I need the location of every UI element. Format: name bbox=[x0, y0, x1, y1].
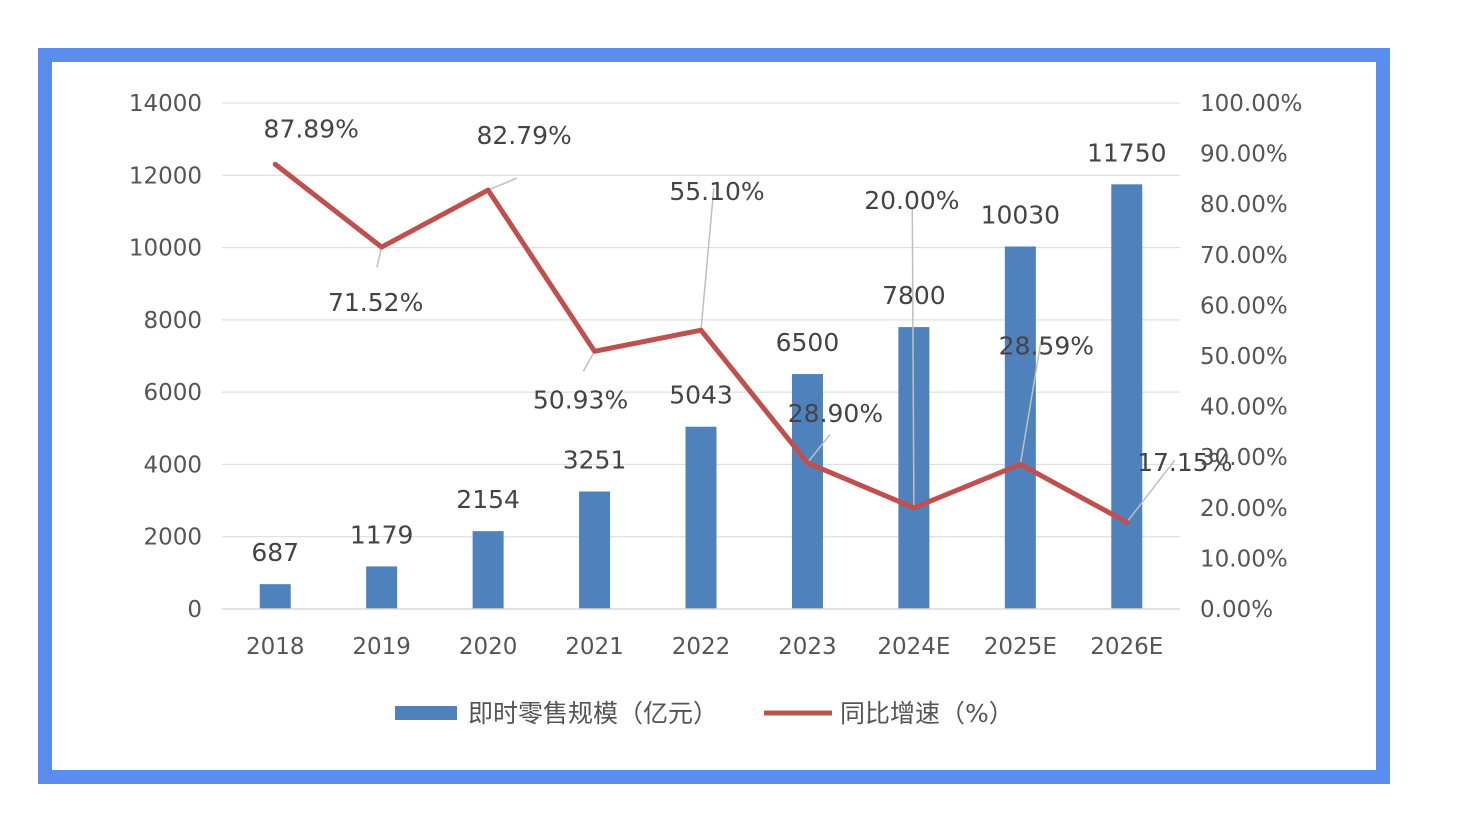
line-data-label: 55.10% bbox=[669, 177, 764, 206]
bar-data-label: 687 bbox=[251, 538, 299, 567]
bar-data-label: 11750 bbox=[1087, 138, 1167, 167]
bar bbox=[685, 426, 717, 609]
leader-line bbox=[376, 246, 383, 268]
y-left-tick-label: 8000 bbox=[143, 308, 202, 334]
bar bbox=[472, 531, 504, 609]
y-left-tick-label: 2000 bbox=[143, 525, 202, 551]
leader-line bbox=[582, 350, 596, 372]
line-point bbox=[912, 506, 915, 509]
line-point bbox=[593, 350, 596, 353]
data-labels: 687 1179 2154 3251 5043 6500 7800 10030 11750 87.… bbox=[251, 114, 1232, 567]
line-data-label: 28.90% bbox=[788, 399, 883, 428]
x-tick-label: 2024E bbox=[877, 634, 950, 660]
legend-label-line: 同比增速（%） bbox=[840, 699, 1014, 728]
line-point bbox=[487, 189, 490, 192]
bar bbox=[1004, 246, 1036, 610]
line-data-label: 71.52% bbox=[328, 288, 423, 317]
y-right-tick-label: 10.00% bbox=[1200, 546, 1288, 572]
x-tick-label: 2022 bbox=[672, 634, 731, 660]
y-right-tick-label: 0.00% bbox=[1200, 597, 1273, 623]
y-right-tick-label: 50.00% bbox=[1200, 344, 1288, 370]
y-right-tick-label: 90.00% bbox=[1200, 142, 1288, 168]
bar-data-label: 10030 bbox=[981, 200, 1061, 229]
bar-data-label: 2154 bbox=[456, 485, 520, 514]
x-tick-label: 2025E bbox=[984, 634, 1057, 660]
bar-data-label: 5043 bbox=[669, 381, 733, 410]
x-tick-label: 2023 bbox=[778, 634, 837, 660]
y-left-tick-label: 0 bbox=[187, 597, 202, 623]
line-data-label: 17.15% bbox=[1137, 448, 1232, 477]
y-left-tick-label: 6000 bbox=[143, 380, 202, 406]
bar bbox=[1111, 184, 1143, 610]
y-right-tick-label: 60.00% bbox=[1200, 293, 1288, 319]
legend-label-bar: 即时零售规模（亿元） bbox=[468, 699, 718, 728]
legend: 即时零售规模（亿元） 同比增速（%） bbox=[395, 699, 1014, 728]
y-right-tick-label: 40.00% bbox=[1200, 395, 1288, 421]
x-tick-label: 2026E bbox=[1090, 634, 1163, 660]
chart-paper bbox=[52, 62, 1376, 770]
axes: 0 2000 4000 6000 8000 10000 12000 14000 0.00% 10.… bbox=[129, 91, 1303, 660]
bar-data-label: 3251 bbox=[563, 445, 627, 474]
line-series bbox=[272, 161, 1130, 525]
leader-line bbox=[806, 434, 831, 464]
line-data-label: 50.93% bbox=[533, 385, 628, 414]
x-tick-label: 2020 bbox=[459, 634, 518, 660]
bar-series bbox=[259, 184, 1143, 610]
leader-line bbox=[911, 207, 915, 508]
bar-data-label: 1179 bbox=[350, 520, 414, 549]
line-point bbox=[274, 163, 277, 166]
bar bbox=[791, 374, 823, 609]
bar-data-label: 7800 bbox=[882, 281, 946, 310]
leader-line bbox=[700, 188, 715, 331]
line-point bbox=[806, 461, 809, 464]
bar bbox=[366, 566, 398, 609]
y-right-tick-label: 70.00% bbox=[1200, 243, 1288, 269]
y-right-tick-label: 80.00% bbox=[1200, 192, 1288, 218]
line-data-label: 28.59% bbox=[999, 331, 1094, 360]
y-left-tick-label: 12000 bbox=[129, 163, 202, 189]
leader-line bbox=[1019, 340, 1042, 465]
y-left-tick-label: 14000 bbox=[129, 91, 202, 117]
line-data-label: 87.89% bbox=[264, 114, 359, 143]
bar bbox=[259, 584, 291, 609]
y-right-tick-label: 100.00% bbox=[1200, 91, 1302, 117]
y-right-tick-label: 30.00% bbox=[1200, 445, 1288, 471]
y-left-tick-label: 10000 bbox=[129, 236, 202, 262]
label-leader-lines bbox=[376, 177, 1176, 523]
y-left-tick-label: 4000 bbox=[143, 452, 202, 478]
x-tick-label: 2019 bbox=[352, 634, 411, 660]
line-point bbox=[380, 246, 383, 249]
leader-line bbox=[1126, 459, 1176, 523]
line-point bbox=[1125, 521, 1128, 524]
line-data-label: 20.00% bbox=[864, 186, 959, 215]
x-tick-label: 2021 bbox=[565, 634, 624, 660]
line-data-label: 82.79% bbox=[476, 121, 571, 150]
x-tick-label: 2018 bbox=[246, 634, 305, 660]
bar-data-label: 6500 bbox=[776, 328, 840, 357]
line-point bbox=[700, 329, 702, 332]
bar bbox=[579, 491, 611, 609]
line-point bbox=[1019, 463, 1022, 466]
y-right-tick-label: 20.00% bbox=[1200, 496, 1288, 522]
legend-swatch-bar bbox=[395, 706, 457, 720]
leader-line bbox=[487, 177, 518, 191]
